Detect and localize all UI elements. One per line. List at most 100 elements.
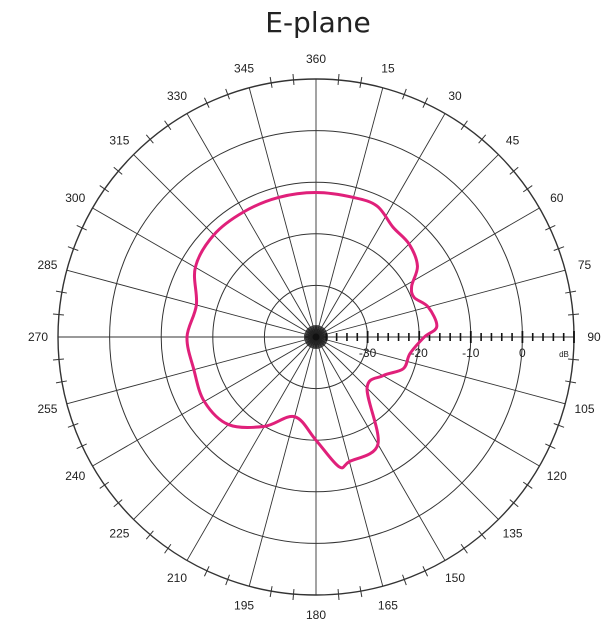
outer-tick: [359, 586, 363, 598]
outer-tick: [567, 313, 580, 316]
angle-label: 120: [547, 469, 567, 483]
angle-label: 225: [109, 527, 129, 541]
outer-tick: [422, 566, 429, 577]
outer-tick: [99, 185, 110, 193]
outer-tick: [67, 246, 79, 251]
angle-label: 105: [575, 402, 595, 416]
outer-tick: [509, 166, 519, 175]
grid-spoke: [315, 113, 446, 338]
outer-tick: [203, 566, 210, 577]
grid-spoke: [66, 336, 317, 405]
grid-spoke: [66, 269, 317, 338]
grid-spoke: [315, 336, 499, 520]
outer-tick: [67, 423, 79, 428]
angle-label: 165: [378, 599, 398, 613]
grid-spoke: [315, 87, 384, 338]
grid-spoke: [133, 154, 317, 338]
angle-label: 210: [167, 571, 187, 585]
outer-tick: [269, 586, 273, 598]
angle-label: 285: [37, 258, 57, 272]
angle-label: 135: [503, 527, 523, 541]
radial-axis: -30 -20 -10 0 dB: [325, 331, 575, 360]
grid-spoke: [315, 207, 540, 338]
pattern-line: [185, 191, 439, 470]
pattern-series: [185, 191, 439, 470]
grid-spoke: [315, 336, 566, 405]
angle-label: 270: [28, 330, 48, 344]
outer-tick: [553, 423, 565, 428]
polar-grid: [52, 73, 580, 601]
angle-label: 195: [234, 599, 254, 613]
outer-tick: [522, 185, 533, 193]
outer-tick: [292, 73, 295, 86]
angle-label: 15: [381, 61, 395, 75]
outer-tick: [478, 134, 487, 144]
grid-spoke: [92, 207, 317, 338]
outer-tick: [522, 481, 533, 489]
outer-tick: [55, 380, 67, 384]
outer-tick: [225, 88, 230, 100]
outer-tick: [164, 120, 172, 131]
outer-tick: [292, 588, 295, 601]
outer-tick: [565, 290, 577, 294]
outer-tick: [567, 358, 580, 361]
db-tick-label: -30: [359, 346, 377, 360]
grid-spoke: [315, 336, 446, 561]
outer-tick: [164, 543, 172, 554]
angle-label: 75: [578, 258, 592, 272]
outer-tick: [145, 530, 154, 540]
outer-tick: [422, 97, 429, 108]
outer-tick: [269, 76, 273, 88]
outer-tick: [460, 120, 468, 131]
angle-label: 240: [65, 469, 85, 483]
db-unit-label: dB: [559, 350, 569, 359]
outer-tick: [509, 499, 519, 508]
angle-label: 30: [448, 89, 462, 103]
grid-spoke: [315, 154, 499, 338]
outer-tick: [553, 246, 565, 251]
angle-label: 330: [167, 89, 187, 103]
outer-tick: [359, 76, 363, 88]
grid-spoke: [186, 113, 317, 338]
angle-label: 45: [506, 133, 520, 147]
outer-tick: [402, 88, 407, 100]
grid-spoke: [133, 336, 317, 520]
angle-label: 315: [109, 133, 129, 147]
outer-tick: [337, 588, 340, 601]
outer-tick: [52, 358, 65, 361]
grid-spoke: [248, 87, 317, 338]
grid-spoke: [248, 336, 317, 587]
outer-tick: [113, 166, 123, 175]
outer-tick: [225, 574, 230, 586]
grid-spoke: [186, 336, 317, 561]
outer-tick: [113, 499, 123, 508]
outer-tick: [545, 224, 556, 231]
outer-tick: [565, 380, 577, 384]
angle-label: 345: [234, 61, 254, 75]
outer-tick: [55, 290, 67, 294]
outer-tick: [76, 443, 87, 450]
outer-tick: [460, 543, 468, 554]
angle-label: 60: [550, 191, 564, 205]
angle-label: 150: [445, 571, 465, 585]
angle-label: 360: [306, 52, 326, 66]
db-tick-label: -10: [462, 346, 480, 360]
grid-spoke: [315, 269, 566, 338]
outer-tick: [337, 73, 340, 86]
db-tick-label: -20: [411, 346, 429, 360]
db-tick-label: 0: [519, 346, 526, 360]
angle-labels: 360 15 30 45 60 75 90 105 120 135 150 165 180 195 210 2…: [28, 52, 601, 622]
chart-title: E-plane: [265, 6, 371, 39]
angle-label: 180: [306, 608, 326, 622]
outer-tick: [203, 97, 210, 108]
outer-tick: [145, 134, 154, 144]
angle-label: 255: [37, 402, 57, 416]
outer-tick: [52, 313, 65, 316]
outer-tick: [76, 224, 87, 231]
outer-tick: [99, 481, 110, 489]
angle-label: 90: [587, 330, 601, 344]
outer-tick: [545, 443, 556, 450]
grid-spoke: [315, 336, 540, 467]
angle-label: 300: [65, 191, 85, 205]
